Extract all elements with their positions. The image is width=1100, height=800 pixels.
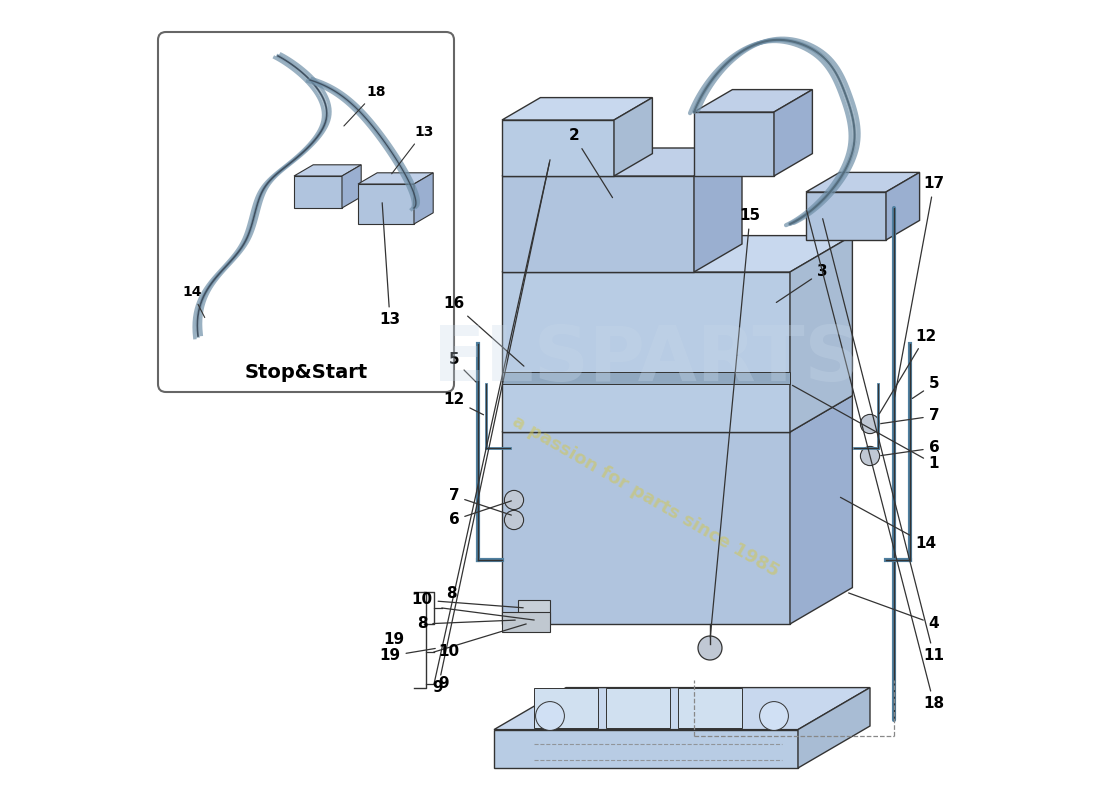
Polygon shape: [538, 248, 572, 272]
Text: 5: 5: [912, 377, 939, 398]
Circle shape: [760, 702, 789, 730]
Polygon shape: [294, 165, 361, 176]
Text: 12: 12: [443, 393, 484, 414]
Polygon shape: [502, 98, 652, 120]
Circle shape: [860, 446, 880, 466]
Text: 8: 8: [446, 586, 456, 601]
Text: 9: 9: [438, 677, 449, 691]
Polygon shape: [358, 184, 414, 224]
Text: 16: 16: [443, 297, 524, 366]
Polygon shape: [502, 148, 742, 176]
Polygon shape: [502, 272, 790, 432]
Text: 9: 9: [432, 162, 549, 695]
FancyArrow shape: [214, 298, 334, 384]
Polygon shape: [494, 730, 798, 768]
Text: a passion for parts since 1985: a passion for parts since 1985: [509, 412, 782, 580]
Polygon shape: [534, 688, 598, 728]
Polygon shape: [790, 396, 852, 624]
Text: 11: 11: [823, 218, 945, 663]
Circle shape: [860, 414, 880, 434]
Bar: [502, 612, 550, 632]
Polygon shape: [502, 120, 614, 176]
Text: 5: 5: [449, 353, 476, 382]
Polygon shape: [614, 98, 652, 176]
Text: 14: 14: [840, 498, 936, 551]
Circle shape: [505, 490, 524, 510]
Text: 3: 3: [777, 265, 827, 302]
Circle shape: [698, 636, 722, 660]
Polygon shape: [502, 396, 852, 432]
Polygon shape: [494, 688, 870, 730]
Polygon shape: [358, 173, 433, 184]
Text: 17: 17: [894, 177, 945, 398]
Polygon shape: [586, 248, 619, 272]
Polygon shape: [678, 688, 743, 728]
Polygon shape: [774, 90, 813, 176]
Text: 19: 19: [379, 649, 436, 663]
Polygon shape: [694, 90, 813, 112]
Text: ELSPARTS: ELSPARTS: [432, 323, 859, 397]
Polygon shape: [294, 176, 342, 208]
Text: 13: 13: [392, 125, 433, 174]
Text: 10: 10: [411, 593, 524, 608]
Circle shape: [505, 510, 524, 530]
Text: 18: 18: [806, 210, 945, 711]
Polygon shape: [634, 248, 668, 272]
Polygon shape: [806, 172, 920, 192]
Polygon shape: [518, 600, 550, 624]
Text: 2: 2: [569, 129, 613, 198]
Text: 14: 14: [182, 285, 205, 318]
Polygon shape: [798, 688, 870, 768]
Text: 7: 7: [449, 489, 512, 515]
Polygon shape: [502, 432, 790, 624]
Polygon shape: [414, 173, 433, 224]
Text: 7: 7: [881, 409, 939, 424]
Polygon shape: [342, 165, 361, 208]
Polygon shape: [694, 148, 743, 272]
Text: 4: 4: [848, 593, 939, 631]
Polygon shape: [790, 235, 852, 432]
Text: 13: 13: [379, 202, 400, 327]
Text: 6: 6: [881, 441, 939, 456]
Text: 8: 8: [417, 617, 515, 631]
Polygon shape: [502, 235, 852, 272]
Bar: [502, 372, 790, 384]
Text: Stop&Start: Stop&Start: [244, 362, 367, 382]
Polygon shape: [886, 172, 920, 240]
FancyBboxPatch shape: [158, 32, 454, 392]
Text: 1: 1: [792, 386, 939, 471]
Polygon shape: [694, 112, 774, 176]
Circle shape: [536, 702, 564, 730]
Text: 15: 15: [711, 209, 760, 638]
Text: 12: 12: [879, 329, 936, 414]
Polygon shape: [606, 688, 670, 728]
Text: 6: 6: [449, 501, 512, 527]
Text: 19: 19: [383, 633, 405, 647]
Polygon shape: [502, 176, 694, 272]
Text: 18: 18: [344, 85, 385, 126]
Polygon shape: [806, 192, 886, 240]
Text: 10: 10: [438, 645, 459, 659]
